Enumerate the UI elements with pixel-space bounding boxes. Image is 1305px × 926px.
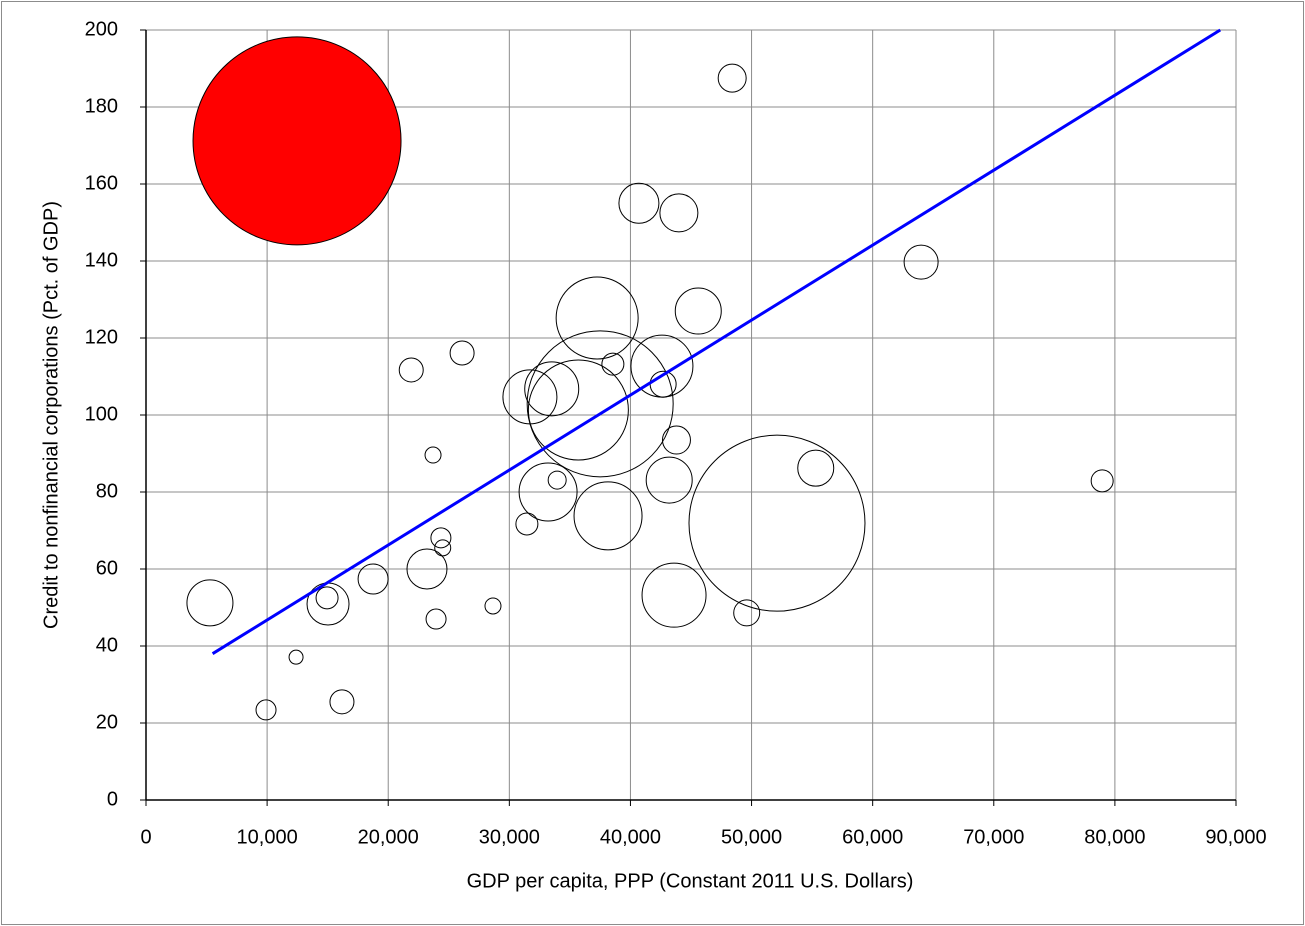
x-axis-label: GDP per capita, PPP (Constant 2011 U.S. … bbox=[467, 870, 914, 892]
bubble bbox=[518, 462, 578, 522]
bubble bbox=[573, 481, 643, 551]
bubble bbox=[661, 425, 691, 455]
y-tick-label: 80 bbox=[96, 480, 118, 502]
bubble bbox=[357, 563, 389, 595]
y-tick-label: 40 bbox=[96, 634, 118, 656]
bubble bbox=[733, 599, 761, 627]
bubble bbox=[659, 193, 699, 233]
bubble bbox=[398, 357, 424, 383]
x-tick-label: 10,000 bbox=[237, 826, 298, 848]
trend-line bbox=[211, 28, 1222, 655]
bubble bbox=[515, 512, 539, 536]
bubble bbox=[618, 182, 660, 224]
x-tick-label: 90,000 bbox=[1205, 826, 1266, 848]
bubble bbox=[1090, 469, 1114, 493]
bubble bbox=[434, 539, 452, 557]
bubble bbox=[288, 649, 304, 665]
bubble bbox=[406, 548, 448, 590]
y-tick-label: 100 bbox=[85, 403, 118, 425]
bubble bbox=[255, 699, 277, 721]
x-tick-label: 60,000 bbox=[842, 826, 903, 848]
x-tick-label: 20,000 bbox=[358, 826, 419, 848]
y-axis-label: Credit to nonfinancial corporations (Pct… bbox=[40, 201, 62, 629]
bubble bbox=[688, 434, 866, 612]
bubble bbox=[424, 446, 442, 464]
bubble bbox=[555, 276, 639, 360]
bubble bbox=[186, 579, 234, 627]
y-tick-label: 180 bbox=[85, 95, 118, 117]
y-tick-label: 140 bbox=[85, 249, 118, 271]
bubble bbox=[449, 340, 475, 366]
y-tick-label: 60 bbox=[96, 557, 118, 579]
bubble bbox=[641, 562, 707, 628]
bubble bbox=[315, 586, 339, 610]
bubble bbox=[601, 352, 625, 376]
bubble bbox=[645, 456, 693, 504]
bubble bbox=[425, 608, 447, 630]
bubble bbox=[526, 330, 674, 478]
bubble bbox=[527, 359, 629, 461]
bubble bbox=[547, 470, 567, 490]
x-tick-label: 0 bbox=[140, 826, 151, 848]
x-tick-label: 80,000 bbox=[1084, 826, 1145, 848]
x-tick-label: 30,000 bbox=[479, 826, 540, 848]
bubble bbox=[797, 449, 835, 487]
bubble bbox=[192, 36, 402, 246]
y-tick-label: 160 bbox=[85, 172, 118, 194]
bubble bbox=[329, 689, 355, 715]
bubble bbox=[524, 361, 580, 417]
x-tick-label: 50,000 bbox=[721, 826, 782, 848]
y-tick-label: 0 bbox=[107, 788, 118, 810]
bubble bbox=[717, 63, 747, 93]
bubble bbox=[430, 527, 452, 549]
x-tick-label: 40,000 bbox=[600, 826, 661, 848]
bubble bbox=[903, 244, 939, 280]
y-tick-label: 200 bbox=[85, 18, 118, 40]
y-tick-label: 120 bbox=[85, 326, 118, 348]
bubble bbox=[674, 287, 722, 335]
x-tick-label: 70,000 bbox=[963, 826, 1024, 848]
bubble bbox=[484, 597, 502, 615]
y-tick-label: 20 bbox=[96, 711, 118, 733]
